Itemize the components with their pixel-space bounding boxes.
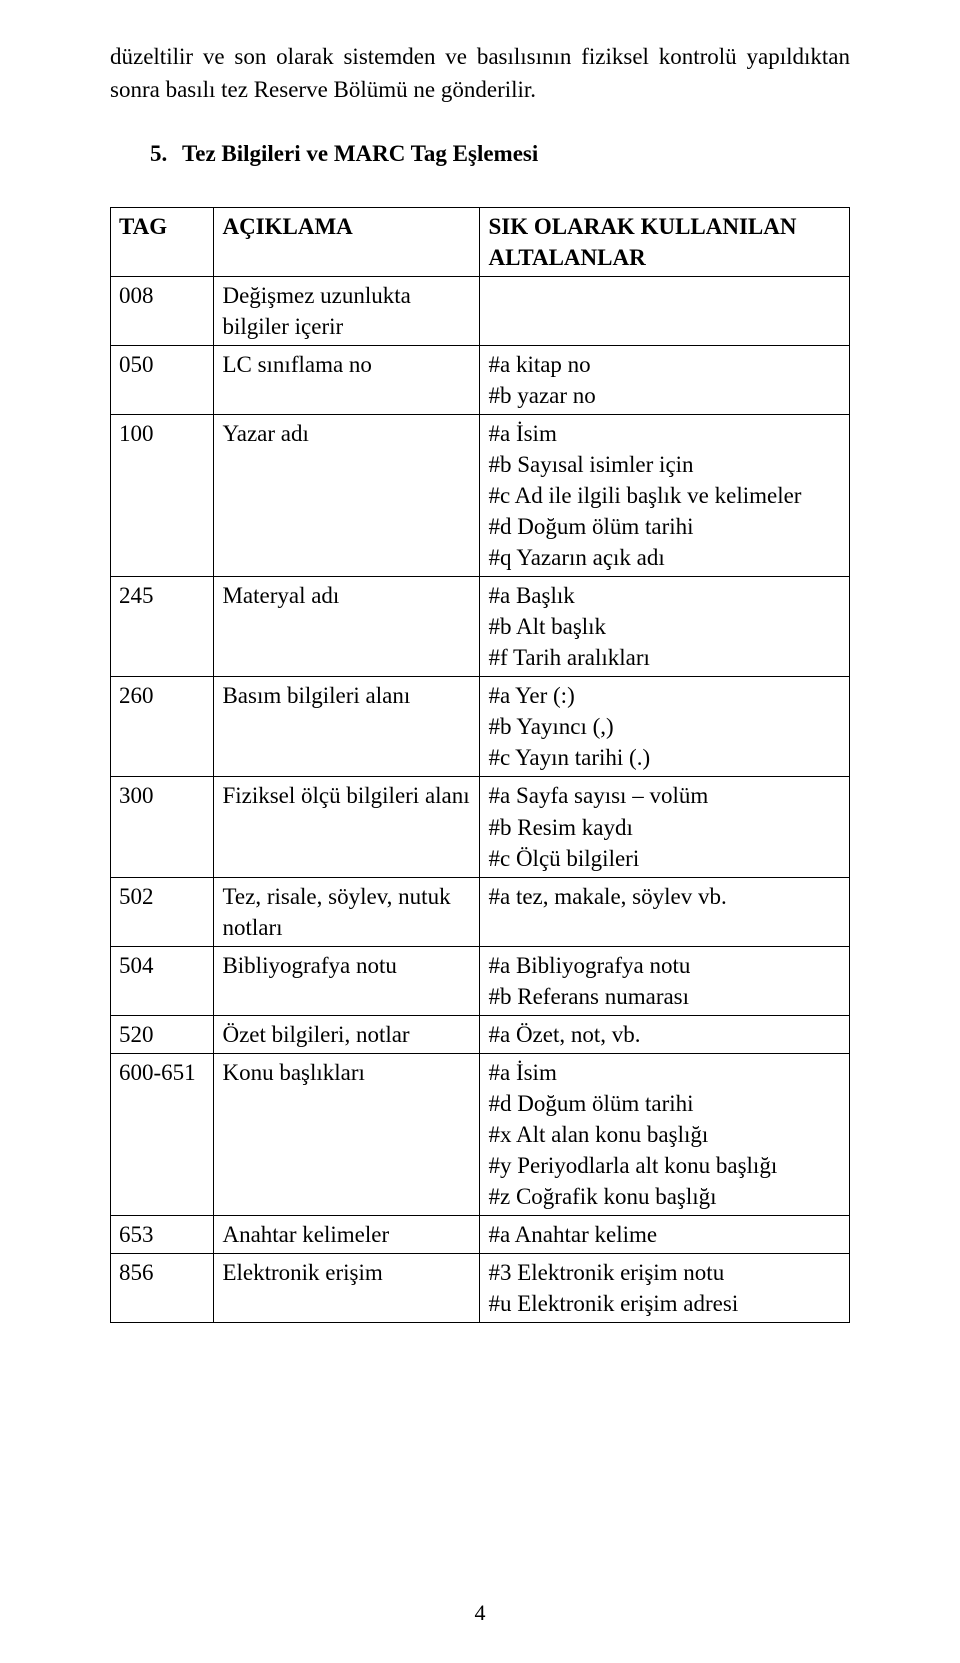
cell-label: Yazar adı xyxy=(214,414,480,576)
cell-label: Özet bilgileri, notlar xyxy=(214,1015,480,1053)
heading-number: 5. xyxy=(150,141,182,167)
cell-desc xyxy=(480,276,850,345)
cell-label: LC sınıflama no xyxy=(214,345,480,414)
cell-label: Fiziksel ölçü bilgileri alanı xyxy=(214,777,480,877)
cell-tag: 653 xyxy=(111,1216,214,1254)
cell-desc: #a Sayfa sayısı – volüm#b Resim kaydı#c … xyxy=(480,777,850,877)
table-row: 260Basım bilgileri alanı#a Yer (:)#b Yay… xyxy=(111,677,850,777)
table-row: 504Bibliyografya notu#a Bibliyografya no… xyxy=(111,946,850,1015)
header-tag: TAG xyxy=(111,207,214,276)
header-label: AÇIKLAMA xyxy=(214,207,480,276)
heading-text: Tez Bilgileri ve MARC Tag Eşlemesi xyxy=(182,141,538,167)
cell-desc: #a İsim#d Doğum ölüm tarihi#x Alt alan k… xyxy=(480,1053,850,1215)
cell-tag: 600-651 xyxy=(111,1053,214,1215)
table-row: 520Özet bilgileri, notlar#a Özet, not, v… xyxy=(111,1015,850,1053)
table-row: 653Anahtar kelimeler#a Anahtar kelime xyxy=(111,1216,850,1254)
cell-label: Elektronik erişim xyxy=(214,1254,480,1323)
page-container: düzeltilir ve son olarak sistemden ve ba… xyxy=(0,0,960,1363)
cell-desc: #3 Elektronik erişim notu#u Elektronik e… xyxy=(480,1254,850,1323)
table-header-row: TAG AÇIKLAMA SIK OLARAK KULLANILAN ALTAL… xyxy=(111,207,850,276)
cell-desc: #a Bibliyografya notu#b Referans numaras… xyxy=(480,946,850,1015)
cell-desc: #a kitap no#b yazar no xyxy=(480,345,850,414)
section-heading: 5. Tez Bilgileri ve MARC Tag Eşlemesi xyxy=(110,141,850,167)
cell-tag: 100 xyxy=(111,414,214,576)
cell-desc: #a Yer (:)#b Yayıncı (,)#c Yayın tarihi … xyxy=(480,677,850,777)
cell-tag: 300 xyxy=(111,777,214,877)
header-desc: SIK OLARAK KULLANILAN ALTALANLAR xyxy=(480,207,850,276)
table-row: 050LC sınıflama no#a kitap no#b yazar no xyxy=(111,345,850,414)
table-row: 245Materyal adı#a Başlık#b Alt başlık#f … xyxy=(111,577,850,677)
cell-label: Konu başlıkları xyxy=(214,1053,480,1215)
cell-desc: #a tez, makale, söylev vb. xyxy=(480,877,850,946)
intro-paragraph: düzeltilir ve son olarak sistemden ve ba… xyxy=(110,40,850,107)
cell-tag: 520 xyxy=(111,1015,214,1053)
cell-desc: #a Başlık#b Alt başlık#f Tarih aralıklar… xyxy=(480,577,850,677)
cell-tag: 245 xyxy=(111,577,214,677)
cell-desc: #a Özet, not, vb. xyxy=(480,1015,850,1053)
table-row: 100Yazar adı#a İsim#b Sayısal isimler iç… xyxy=(111,414,850,576)
cell-tag: 502 xyxy=(111,877,214,946)
cell-label: Bibliyografya notu xyxy=(214,946,480,1015)
cell-desc: #a Anahtar kelime xyxy=(480,1216,850,1254)
table-row: 300Fiziksel ölçü bilgileri alanı#a Sayfa… xyxy=(111,777,850,877)
cell-tag: 050 xyxy=(111,345,214,414)
marc-tag-table: TAG AÇIKLAMA SIK OLARAK KULLANILAN ALTAL… xyxy=(110,207,850,1324)
cell-label: Tez, risale, söylev, nutuk notları xyxy=(214,877,480,946)
cell-label: Materyal adı xyxy=(214,577,480,677)
cell-tag: 504 xyxy=(111,946,214,1015)
page-number: 4 xyxy=(0,1600,960,1626)
cell-label: Anahtar kelimeler xyxy=(214,1216,480,1254)
cell-label: Değişmez uzunlukta bilgiler içerir xyxy=(214,276,480,345)
table-row: 502Tez, risale, söylev, nutuk notları#a … xyxy=(111,877,850,946)
cell-tag: 260 xyxy=(111,677,214,777)
table-row: 008Değişmez uzunlukta bilgiler içerir xyxy=(111,276,850,345)
table-row: 600-651Konu başlıkları#a İsim#d Doğum öl… xyxy=(111,1053,850,1215)
cell-tag: 856 xyxy=(111,1254,214,1323)
cell-desc: #a İsim#b Sayısal isimler için#c Ad ile … xyxy=(480,414,850,576)
cell-tag: 008 xyxy=(111,276,214,345)
table-row: 856Elektronik erişim#3 Elektronik erişim… xyxy=(111,1254,850,1323)
cell-label: Basım bilgileri alanı xyxy=(214,677,480,777)
